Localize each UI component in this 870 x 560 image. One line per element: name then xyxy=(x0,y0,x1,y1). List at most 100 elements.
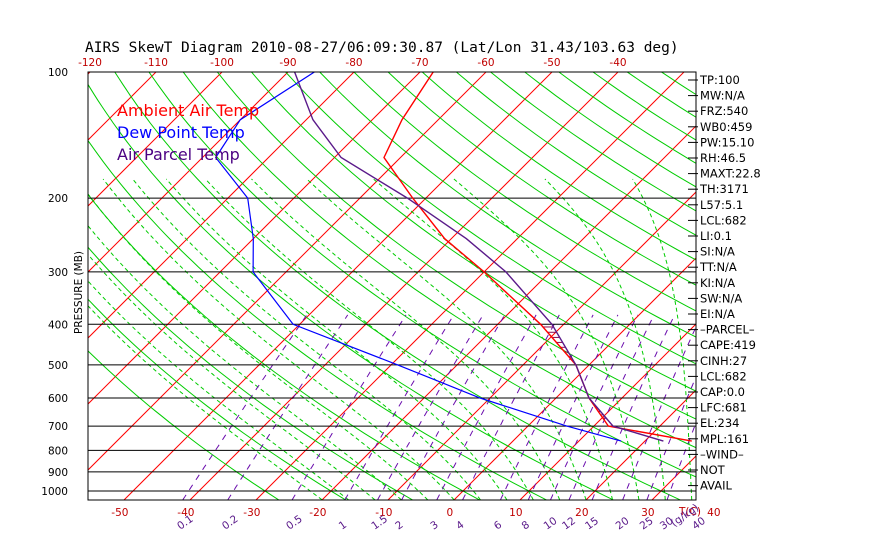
dry-adiabat-line xyxy=(489,72,696,212)
legend-dew-point: Dew Point Temp xyxy=(117,123,245,142)
cape-hatch xyxy=(542,326,607,419)
mixing-ratio-line xyxy=(436,314,537,500)
dry-adiabat-line xyxy=(148,72,696,478)
dry-adiabat-line xyxy=(592,72,696,141)
top-temp-tick-label: -70 xyxy=(411,57,428,69)
moist-adiabat-line xyxy=(132,178,481,500)
top-temp-tick-label: -110 xyxy=(144,57,168,69)
isotherm-line xyxy=(189,72,619,500)
x-axis-unit: T(C) xyxy=(678,506,701,518)
isotherm-line xyxy=(88,72,223,207)
mixing-ratio-line xyxy=(622,325,696,500)
side-panel-item: CAP:0.0 xyxy=(700,385,745,399)
moist-adiabat-line xyxy=(165,178,508,500)
mixing-ratio-line xyxy=(527,314,619,500)
mixing-ratio-tick-label: 1 xyxy=(337,519,349,533)
dry-adiabat-line xyxy=(421,72,696,261)
dry-adiabat-line xyxy=(757,68,870,500)
isotherm-line xyxy=(850,63,870,500)
bottom-temp-tick-label: 0 xyxy=(447,507,454,519)
bottom-temp-tick-label: 20 xyxy=(575,507,588,519)
isotherm-line xyxy=(88,72,421,405)
moist-adiabat-line xyxy=(102,178,455,500)
pressure-tick-label: 200 xyxy=(48,193,68,205)
dry-adiabat-line xyxy=(791,68,870,500)
dewpoint-profile-line xyxy=(214,72,622,442)
legend: Ambient Air Temp Dew Point Temp Air Parc… xyxy=(117,101,259,164)
dry-adiabat-line xyxy=(284,72,696,365)
moist-adiabat-line xyxy=(88,305,323,500)
side-panel-item: LI:0.1 xyxy=(700,229,732,243)
mixing-ratio-line xyxy=(401,314,506,500)
dry-adiabat-line xyxy=(858,68,870,500)
side-panel-item: PW:15.10 xyxy=(700,135,754,149)
top-temp-tick-label: -100 xyxy=(210,57,234,69)
dry-adiabat-line xyxy=(88,83,614,500)
dry-adiabat-lines xyxy=(88,68,870,500)
mixing-ratio-line xyxy=(291,314,407,500)
side-panel-item: MAXT:22.8 xyxy=(700,167,761,181)
moist-adiabat-line xyxy=(205,178,534,500)
plot-area xyxy=(88,63,870,500)
side-panel-item: TT:N/A xyxy=(699,260,737,274)
mixing-ratio-tick-label: 2 xyxy=(393,519,405,533)
moist-adiabat-line xyxy=(373,178,613,500)
dry-adiabat-line xyxy=(523,72,696,188)
y-axis-label: PRESSURE (MB) xyxy=(73,251,85,334)
sounding-profiles xyxy=(214,72,692,442)
pressure-tick-label: 600 xyxy=(48,393,68,405)
mixing-ratio-tick-label: 3 xyxy=(428,519,440,533)
moist-adiabat-line xyxy=(251,178,561,500)
moist-adiabat-line xyxy=(88,280,349,500)
top-temperature-axis: -120 -110 -100 -90 -80 -70 -60 -50 -40 xyxy=(78,57,627,69)
side-panel-item: LFC:681 xyxy=(700,401,747,415)
bottom-temp-tick-label: 10 xyxy=(509,507,522,519)
side-panel-item: LCL:682 xyxy=(700,213,747,227)
side-panel-item: CINH:27 xyxy=(700,354,747,368)
side-panel-item: LCL:682 xyxy=(700,369,747,383)
isotherm-line xyxy=(321,125,696,500)
mixing-ratio-line xyxy=(591,314,675,500)
mixing-ratio-line xyxy=(646,375,696,500)
side-panel-item: TH:3171 xyxy=(699,182,749,196)
isotherm-line xyxy=(123,72,553,500)
temperature-profile-line xyxy=(383,72,692,442)
pressure-tick-label: 500 xyxy=(48,360,68,372)
bottom-temperature-axis: -50 -40 -30 -20 -10 0 10 20 30 40 xyxy=(111,507,720,519)
dry-adiabat-line xyxy=(88,246,413,500)
dry-adiabat-line xyxy=(88,350,279,500)
isotherm-line xyxy=(88,72,355,339)
top-temp-tick-label: -90 xyxy=(279,57,296,69)
moist-adiabat-line xyxy=(88,224,402,500)
dry-adiabat-line xyxy=(88,139,547,500)
legend-air-parcel: Air Parcel Temp xyxy=(117,145,240,164)
moist-adiabat-lines xyxy=(88,178,693,500)
dry-adiabat-line xyxy=(319,72,696,338)
dry-adiabat-line xyxy=(114,72,681,500)
side-panel-item: AVAIL xyxy=(700,479,733,493)
side-panel-item: EL:234 xyxy=(700,416,740,430)
pressure-tick-label: 1000 xyxy=(41,486,68,498)
dry-adiabat-line xyxy=(558,72,696,164)
isotherm-line xyxy=(585,389,696,500)
top-temp-tick-label: -80 xyxy=(345,57,362,69)
bottom-temp-tick-label: -30 xyxy=(243,507,260,519)
isotherm-line xyxy=(651,455,696,500)
mixing-ratio-line xyxy=(344,314,455,500)
top-temp-tick-label: -120 xyxy=(78,57,102,69)
side-panel-item: CAPE:419 xyxy=(700,338,756,352)
side-panel-item: –PARCEL– xyxy=(700,323,755,337)
bottom-temp-tick-label: -40 xyxy=(177,507,194,519)
dry-adiabat-line xyxy=(88,298,346,500)
side-panel-item: SI:N/A xyxy=(700,245,735,259)
bottom-temp-tick-label: 30 xyxy=(641,507,654,519)
isotherm-line xyxy=(88,72,157,141)
side-panel-item: TP:100 xyxy=(699,73,740,87)
isotherm-line xyxy=(387,191,696,500)
side-panel-item: NOT xyxy=(700,463,726,477)
isotherm-line xyxy=(88,72,289,273)
plot-frame xyxy=(87,71,697,501)
mixing-ratio-tick-label: 4 xyxy=(454,519,467,533)
